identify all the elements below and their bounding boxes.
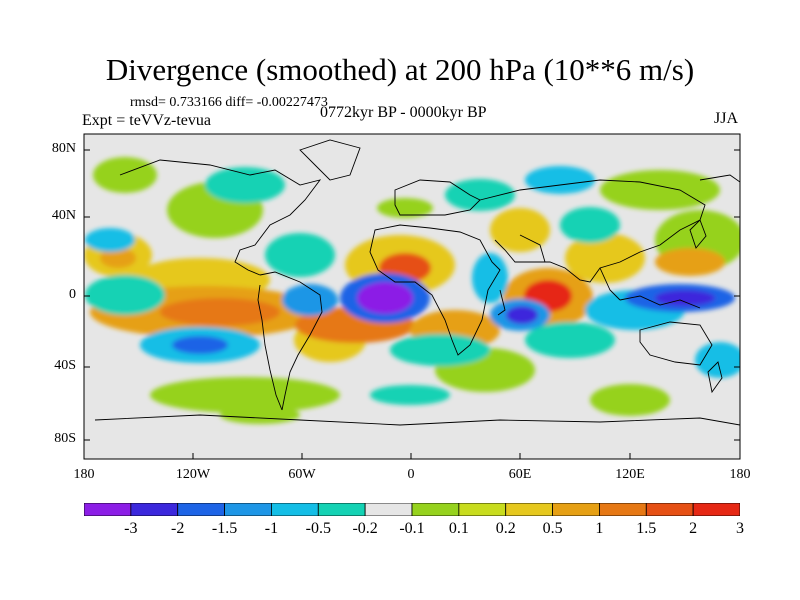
x-tick-label: 180 [729, 467, 751, 482]
colorbar-label: 1.5 [636, 520, 657, 537]
colorbar-label: 0.1 [448, 520, 469, 537]
colorbar-label: -0.5 [305, 520, 331, 537]
colorbar-label: 1 [595, 520, 604, 537]
colorbar-box [599, 503, 647, 516]
colorbar-box [552, 503, 600, 516]
colorbar-box [458, 503, 507, 516]
colorbar-box [271, 503, 319, 516]
colorbar-box [317, 503, 366, 516]
colorbar-box [364, 503, 413, 516]
colorbar-label: 2 [689, 520, 698, 537]
colorbar [84, 503, 740, 516]
colorbar-box [692, 503, 740, 516]
colorbar-label: -0.1 [399, 520, 425, 537]
divergence-field [84, 157, 740, 424]
colorbar-label: -1 [264, 520, 279, 537]
y-tick-label: 80S [54, 431, 76, 446]
colorbar-label: 0.5 [542, 520, 563, 537]
y-tick-label: 0 [69, 287, 76, 302]
axis-ticks [83, 149, 741, 459]
statistics-label: rmsd= 0.733166 diff= -0.00227473 [130, 95, 328, 110]
colorbar-box [130, 503, 179, 516]
colorbar-label: 3 [736, 520, 744, 537]
y-tick-label: 80N [51, 141, 76, 156]
experiment-label: Expt = teVVz-tevua [82, 112, 211, 129]
y-tick-label: 40S [54, 358, 76, 373]
colorbar-box [177, 503, 225, 516]
colorbar-label: -2 [171, 520, 185, 537]
x-tick-label: 120W [175, 467, 211, 482]
plot-title: Divergence (smoothed) at 200 hPa (10**6 … [105, 52, 695, 87]
colorbar-box [411, 503, 460, 516]
colorbar-label: -0.2 [352, 520, 378, 537]
colorbar-label: 0.2 [495, 520, 516, 537]
coastlines [94, 139, 740, 426]
colorbar-label: -1.5 [211, 520, 238, 537]
y-tick-label: 40N [51, 208, 76, 223]
x-tick-label: 60W [288, 467, 316, 482]
colorbar-box [84, 503, 132, 516]
colorbar-label: -3 [124, 520, 138, 537]
x-tick-label: 120E [615, 467, 645, 482]
x-tick-label: 0 [407, 467, 415, 482]
season-label: JJA [714, 110, 739, 127]
period-label: 0772kyr BP - 0000kyr BP [320, 104, 487, 121]
colorbar-box [505, 503, 553, 516]
x-tick-label: 180 [73, 467, 95, 482]
colorbar-box [224, 503, 272, 516]
colorbar-box [645, 503, 694, 516]
x-tick-label: 60E [508, 467, 532, 482]
